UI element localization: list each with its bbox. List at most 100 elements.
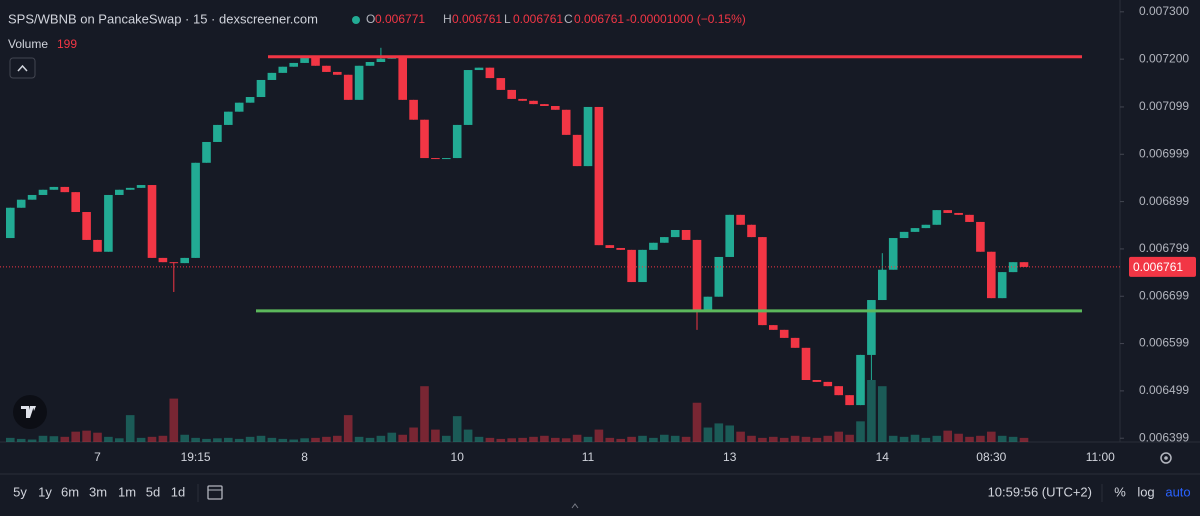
- volume-bar: [997, 435, 1007, 442]
- y-tick-label: 0.007300: [1139, 4, 1189, 18]
- range-button[interactable]: 5y: [13, 484, 27, 499]
- range-button[interactable]: 5d: [146, 484, 160, 499]
- volume-bar: [6, 437, 15, 442]
- candle-body: [452, 124, 462, 159]
- chart-title: SPS/WBNB on PancakeSwap · 15 · dexscreen…: [8, 11, 318, 26]
- volume-bar: [910, 434, 920, 442]
- candle-body: [878, 269, 887, 301]
- candle-body: [234, 102, 244, 112]
- log-button[interactable]: log: [1137, 484, 1154, 499]
- candle-body: [834, 386, 843, 396]
- volume-bar: [812, 437, 822, 442]
- volume-bar: [965, 436, 974, 442]
- candle-body: [224, 111, 233, 125]
- volume-bar: [333, 435, 342, 442]
- settings-icon-center[interactable]: [1164, 456, 1168, 460]
- candle-body: [551, 106, 560, 110]
- header: SPS/WBNB on PancakeSwap · 15 · dexscreen…: [8, 11, 746, 79]
- volume-bar: [867, 380, 876, 442]
- y-tick-label: 0.007099: [1139, 99, 1189, 113]
- candle-body: [779, 329, 789, 338]
- x-tick-label: 7: [94, 450, 101, 464]
- candle-body: [420, 119, 429, 159]
- candle-body: [529, 100, 538, 105]
- volume-bar: [213, 438, 222, 442]
- volume-bar: [670, 435, 680, 442]
- ohlc-value: 0.006761: [452, 12, 502, 26]
- candle-body: [976, 221, 985, 252]
- settings-button[interactable]: [1160, 452, 1172, 464]
- volume-bar: [605, 437, 615, 442]
- calendar-icon[interactable]: [207, 485, 223, 500]
- range-button[interactable]: 3m: [89, 484, 107, 499]
- x-tick-label: 11:00: [1086, 450, 1115, 464]
- volume-bar: [649, 437, 658, 442]
- x-tick-label: 13: [723, 450, 737, 464]
- candle-body: [191, 162, 200, 258]
- volume-bar: [300, 438, 309, 442]
- range-button[interactable]: 6m: [61, 484, 79, 499]
- ohlc-key: O: [366, 12, 375, 26]
- volume-bar: [136, 437, 146, 442]
- collapse-icon[interactable]: [17, 64, 28, 72]
- candle-body: [823, 381, 833, 387]
- y-tick-label: 0.007200: [1139, 51, 1189, 65]
- volume-bar: [507, 438, 516, 442]
- candle-body: [60, 186, 70, 193]
- percent-button[interactable]: %: [1114, 484, 1126, 499]
- expand-handle[interactable]: [571, 503, 579, 509]
- logo-mark: [21, 406, 36, 418]
- volume-bar: [856, 421, 865, 442]
- x-tick-label: 19:15: [181, 450, 211, 464]
- collapse-button[interactable]: [9, 57, 36, 79]
- volume-bar: [267, 437, 277, 442]
- volume-bar: [769, 436, 778, 442]
- volume-bar: [16, 438, 26, 442]
- volume-bar: [289, 439, 298, 442]
- x-tick-label: 14: [876, 450, 890, 464]
- clock: 10:59:56 (UTC+2): [988, 484, 1092, 499]
- range-button[interactable]: 1y: [38, 484, 52, 499]
- x-tick-label: 8: [301, 450, 308, 464]
- volume-bar: [38, 435, 48, 442]
- candle-body: [845, 395, 854, 406]
- volume-bar: [801, 436, 811, 442]
- candle-body: [485, 67, 495, 79]
- range-button[interactable]: 1m: [118, 484, 136, 499]
- volume-bar: [932, 435, 942, 442]
- candle-body: [354, 65, 364, 100]
- candle-body: [245, 97, 255, 103]
- volume-bar: [1019, 437, 1029, 442]
- candle-body: [311, 57, 320, 66]
- auto-button[interactable]: auto: [1165, 484, 1190, 499]
- volume-bar: [692, 402, 702, 442]
- candle-body: [747, 224, 756, 238]
- volume-bar: [125, 415, 135, 442]
- volume-bar: [616, 438, 625, 442]
- volume-bar: [180, 434, 189, 442]
- volume-bar: [202, 438, 211, 442]
- candle-body: [169, 262, 179, 264]
- volume-bar: [322, 436, 331, 442]
- range-button[interactable]: 1d: [171, 484, 185, 499]
- volume-bar: [561, 438, 571, 442]
- candle-body: [409, 99, 418, 120]
- candle-body: [769, 325, 778, 330]
- candle-body: [583, 106, 593, 167]
- candle-body: [463, 70, 473, 125]
- candle-body: [496, 78, 506, 90]
- volume-bar: [703, 427, 713, 442]
- candle-body: [474, 67, 484, 71]
- volume-bar: [987, 431, 996, 442]
- date-picker[interactable]: [207, 485, 223, 500]
- candle-body: [954, 212, 963, 215]
- tv-logo: [13, 395, 47, 429]
- settings-icon[interactable]: [1160, 452, 1172, 464]
- volume-bar: [147, 436, 157, 442]
- collapse-button-frame[interactable]: [9, 57, 36, 79]
- volume-bar: [551, 437, 560, 442]
- ohlc-change: -0.00001000 (−0.15%): [626, 12, 746, 26]
- candle-body: [115, 189, 124, 195]
- candle-body: [561, 109, 571, 135]
